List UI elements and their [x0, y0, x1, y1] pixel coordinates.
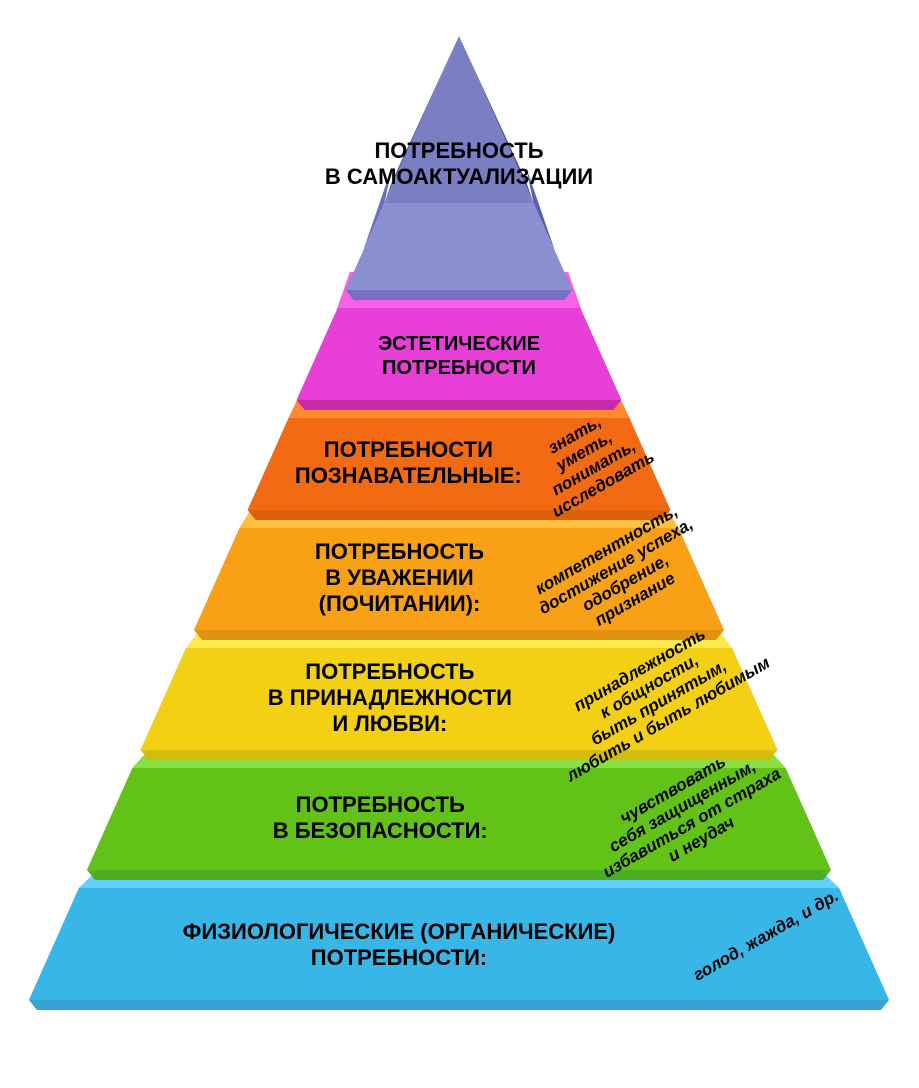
level4-title: ПОТРЕБНОСТЬВ УВАЖЕНИИ(ПОЧИТАНИИ):: [315, 539, 484, 616]
level1-title-line: ПОТРЕБНОСТИ:: [311, 945, 487, 970]
level3-title-line: И ЛЮБВИ:: [332, 711, 447, 736]
level1-title-line: ФИЗИОЛОГИЧЕСКИЕ (ОРГАНИЧЕСКИЕ): [183, 919, 616, 944]
level5-title-line: ПОЗНАВАТЕЛЬНЫЕ:: [295, 463, 522, 488]
level5-title-line: ПОТРЕБНОСТИ: [324, 437, 493, 462]
level7-title: ПОТРЕБНОСТЬВ САМОАКТУАЛИЗАЦИИ: [325, 138, 593, 189]
level7-title-line: В САМОАКТУАЛИЗАЦИИ: [325, 164, 593, 189]
level2-title-line: ПОТРЕБНОСТЬ: [296, 792, 465, 817]
level3-title-line: В ПРИНАДЛЕЖНОСТИ: [268, 685, 512, 710]
level6-title-line: ЭСТЕТИЧЕСКИЕ: [378, 333, 540, 355]
level4-title-line: В УВАЖЕНИИ: [325, 565, 473, 590]
level6-title-line: ПОТРЕБНОСТИ: [382, 357, 536, 379]
level5-title: ПОТРЕБНОСТИПОЗНАВАТЕЛЬНЫЕ:: [295, 437, 522, 488]
level3-title-line: ПОТРЕБНОСТЬ: [305, 659, 474, 684]
level2-title-line: В БЕЗОПАСНОСТИ:: [273, 818, 488, 843]
level4-title-line: (ПОЧИТАНИИ):: [319, 591, 481, 616]
level4-title-line: ПОТРЕБНОСТЬ: [315, 539, 484, 564]
level7-title-line: ПОТРЕБНОСТЬ: [374, 138, 543, 163]
level2-title: ПОТРЕБНОСТЬВ БЕЗОПАСНОСТИ:: [273, 792, 488, 843]
